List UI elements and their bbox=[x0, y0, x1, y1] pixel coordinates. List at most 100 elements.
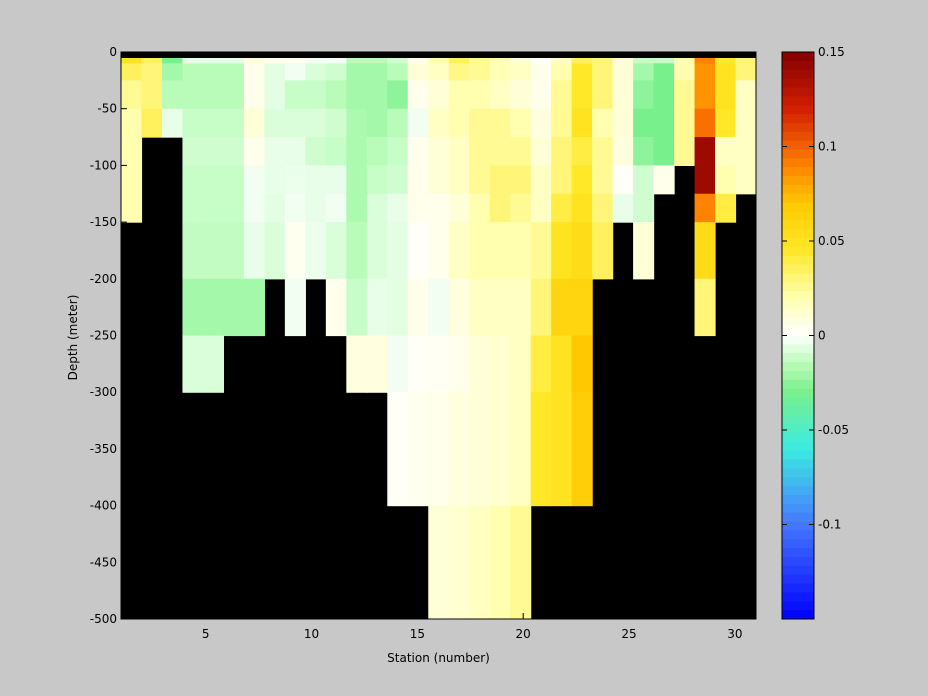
heatmap-cell bbox=[264, 222, 286, 280]
y-tick-label: -100 bbox=[90, 158, 117, 172]
y-axis-ticks: 0 -50 -100 -150 -200 -250 -300 -350 -400 -450 -500 bbox=[90, 45, 127, 626]
heatmap-cell bbox=[694, 193, 716, 223]
heatmap-cell bbox=[325, 137, 347, 166]
x-tick-label: 10 bbox=[304, 627, 319, 641]
heatmap-cell bbox=[121, 80, 143, 110]
colorbar-tick-label: -0.05 bbox=[818, 423, 849, 437]
colorbar-segment bbox=[782, 300, 814, 310]
y-tick-label: -250 bbox=[90, 329, 117, 343]
heatmap-cell bbox=[489, 108, 511, 138]
heatmap-cell bbox=[674, 108, 696, 138]
heatmap-cell bbox=[264, 108, 286, 138]
heatmap-cell bbox=[387, 137, 409, 166]
heatmap-cell bbox=[612, 108, 634, 138]
heatmap-cell bbox=[510, 80, 532, 110]
heatmap-cell bbox=[510, 63, 532, 81]
heatmap-cell bbox=[284, 137, 306, 166]
heatmap-cell bbox=[571, 63, 593, 81]
heatmap-cell bbox=[469, 278, 491, 337]
heatmap-cell bbox=[510, 335, 532, 393]
colorbar-segment bbox=[782, 229, 814, 239]
colorbar-segment bbox=[782, 539, 814, 549]
heatmap-cell bbox=[407, 222, 429, 280]
heatmap-cell bbox=[202, 137, 225, 166]
colorbar-segment bbox=[782, 432, 814, 443]
heatmap-cell bbox=[366, 222, 388, 280]
heatmap-cell bbox=[510, 505, 532, 620]
colorbar-segment bbox=[782, 193, 814, 204]
heatmap-cell bbox=[633, 137, 655, 166]
heatmap-cell bbox=[346, 137, 368, 166]
x-tick-label: 5 bbox=[202, 627, 210, 641]
colorbar-tick-label: 0.05 bbox=[818, 234, 845, 248]
heatmap-cell bbox=[264, 193, 286, 223]
heatmap-cell bbox=[469, 222, 491, 280]
heatmap-cell bbox=[612, 193, 634, 223]
y-tick-label: 0 bbox=[109, 45, 117, 59]
heatmap-cell bbox=[612, 137, 634, 166]
colorbar-segment bbox=[782, 149, 814, 159]
colorbar-segment bbox=[782, 512, 814, 523]
x-tick-label: 20 bbox=[516, 627, 531, 641]
heatmap-cell bbox=[612, 165, 634, 195]
y-tick-label: -350 bbox=[90, 442, 117, 456]
heatmap-cell bbox=[551, 80, 573, 110]
heatmap-cell bbox=[428, 63, 450, 81]
heatmap-cell bbox=[571, 137, 593, 166]
heatmap-cell bbox=[694, 108, 716, 138]
heatmap-cell bbox=[223, 108, 245, 138]
colorbar-segment bbox=[782, 406, 814, 416]
heatmap-cell bbox=[428, 137, 450, 166]
colorbar-segment bbox=[782, 176, 814, 186]
heatmap-cell bbox=[489, 505, 511, 620]
y-tick-label: -450 bbox=[90, 555, 117, 569]
heatmap-cell bbox=[325, 193, 347, 223]
heatmap-cell bbox=[715, 193, 737, 223]
heatmap-cell bbox=[243, 222, 265, 280]
heatmap-cell bbox=[346, 193, 368, 223]
colorbar-segment bbox=[782, 362, 814, 372]
heatmap-cell bbox=[202, 278, 225, 337]
colorbar-segment bbox=[782, 530, 814, 540]
colorbar-segment bbox=[782, 184, 814, 195]
heatmap-cell bbox=[551, 193, 573, 223]
y-tick-label: -200 bbox=[90, 272, 117, 286]
heatmap-cell bbox=[121, 63, 143, 81]
heatmap-cell bbox=[428, 80, 450, 110]
heatmap-cell bbox=[407, 137, 429, 166]
heatmap-cell bbox=[305, 193, 327, 223]
heatmap-cell bbox=[141, 80, 163, 110]
colorbar-tick-label: 0.1 bbox=[818, 140, 837, 154]
colorbar-segment bbox=[782, 255, 814, 266]
heatmap-cell bbox=[428, 108, 450, 138]
heatmap-cell bbox=[489, 193, 511, 223]
heatmap-cell bbox=[182, 80, 204, 110]
y-tick-label: -400 bbox=[90, 499, 117, 513]
heatmap-cell bbox=[223, 222, 245, 280]
heatmap-cell bbox=[366, 165, 388, 195]
heatmap-cell bbox=[694, 80, 716, 110]
heatmap-cell bbox=[469, 108, 491, 138]
heatmap-cell bbox=[182, 63, 204, 81]
heatmap-cell bbox=[243, 108, 265, 138]
heatmap-cell bbox=[469, 63, 491, 81]
heatmap-cell bbox=[305, 63, 327, 81]
heatmap-cell bbox=[469, 392, 491, 507]
colorbar-segment bbox=[782, 140, 814, 150]
heatmap-cell bbox=[510, 222, 532, 280]
heatmap-cell bbox=[694, 165, 716, 195]
heatmap-cell bbox=[428, 392, 450, 507]
heatmap-cell bbox=[592, 222, 614, 280]
heatmap-cell bbox=[428, 335, 450, 393]
colorbar-segment bbox=[782, 592, 814, 602]
heatmap-cell bbox=[202, 193, 225, 223]
colorbar-segment bbox=[782, 326, 814, 336]
colorbar-segment bbox=[782, 96, 814, 106]
heatmap-cell bbox=[571, 80, 593, 110]
heatmap-cell bbox=[243, 165, 265, 195]
heatmap-cell bbox=[551, 63, 573, 81]
heatmap-cell bbox=[387, 63, 409, 81]
heatmap-cell bbox=[264, 80, 286, 110]
heatmap-cell bbox=[510, 392, 532, 507]
colorbar-segment bbox=[782, 308, 814, 319]
